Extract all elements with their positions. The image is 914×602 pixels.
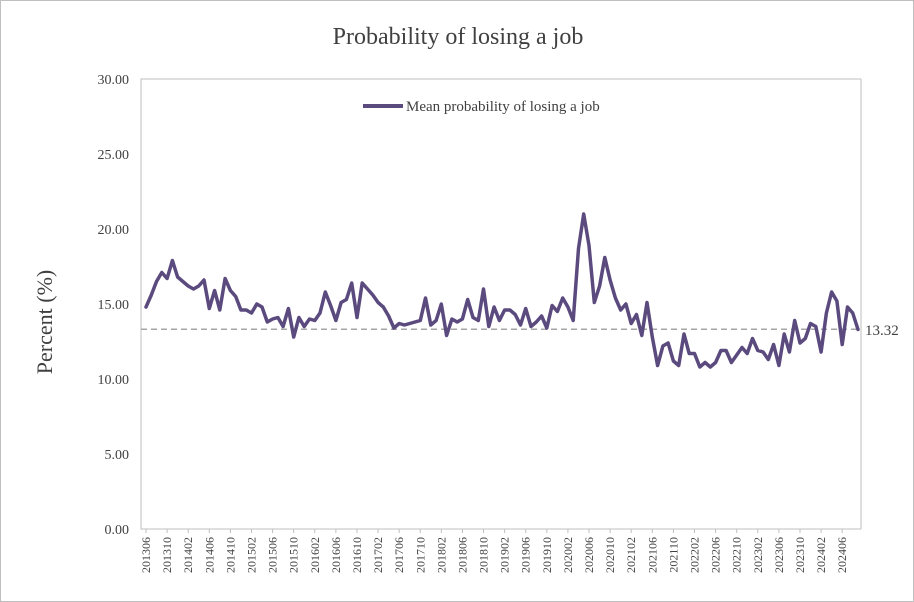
- legend: Mean probability of losing a job: [363, 99, 600, 115]
- x-tick-label: 201910: [540, 537, 554, 573]
- x-tick-label: 202202: [688, 537, 702, 573]
- x-tick-label: 202306: [772, 537, 786, 573]
- y-tick-label: 5.00: [105, 448, 130, 463]
- y-axis-ticks: 0.00 5.00 10.00 15.00 20.00 25.00 30.00: [98, 73, 130, 538]
- y-tick-label: 25.00: [98, 148, 130, 163]
- x-tick-label: 201502: [244, 537, 258, 573]
- x-tick-label: 202402: [814, 537, 828, 573]
- x-tick-label: 202106: [645, 537, 659, 573]
- x-tick-label: 201310: [160, 537, 174, 573]
- y-tick-label: 0.00: [105, 523, 130, 538]
- x-tick-label: 201402: [181, 537, 195, 573]
- y-tick-label: 10.00: [98, 373, 130, 388]
- series-line-mean-probability: [144, 212, 860, 369]
- x-tick-label: 202310: [793, 537, 807, 573]
- x-tick-label: 202210: [730, 537, 744, 573]
- x-tick-label: 201802: [434, 537, 448, 573]
- x-tick-label: 201410: [223, 537, 237, 573]
- x-tick-label: 201510: [287, 537, 301, 573]
- x-tick-label: 201806: [455, 537, 469, 573]
- reference-line-label: 13.32: [865, 323, 899, 339]
- x-tick-label: 202406: [835, 537, 849, 573]
- x-tick-label: 202002: [561, 537, 575, 573]
- x-tick-label: 202010: [603, 537, 617, 573]
- y-axis-label: Percent (%): [32, 270, 57, 374]
- x-tick-label: 201606: [329, 537, 343, 573]
- y-tick-label: 30.00: [98, 73, 130, 88]
- x-tick-label: 201710: [413, 537, 427, 573]
- x-tick-label: 201706: [392, 537, 406, 573]
- x-tick-label: 202206: [709, 537, 723, 573]
- x-axis-ticks: 201306 201310 201402 201406 201410 201502 2015…: [139, 529, 849, 573]
- x-tick-label: 201702: [371, 537, 385, 573]
- x-tick-label: 201602: [308, 537, 322, 573]
- x-tick-label: 201902: [498, 537, 512, 573]
- x-tick-label: 201906: [519, 537, 533, 573]
- x-tick-label: 201610: [350, 537, 364, 573]
- x-tick-label: 202110: [666, 537, 680, 573]
- y-tick-label: 20.00: [98, 223, 130, 238]
- x-tick-label: 202302: [751, 537, 765, 573]
- series-group: [144, 212, 860, 369]
- x-tick-label: 202006: [582, 537, 596, 573]
- reference-line-group: 13.32: [141, 323, 899, 339]
- chart-title: Probability of losing a job: [333, 24, 584, 50]
- x-tick-label: 201406: [202, 537, 216, 573]
- x-tick-label: 202102: [624, 537, 638, 573]
- x-tick-label: 201506: [266, 537, 280, 573]
- y-tick-label: 15.00: [98, 298, 130, 313]
- legend-label: Mean probability of losing a job: [406, 99, 600, 115]
- x-tick-label: 201306: [139, 537, 153, 573]
- x-tick-label: 201810: [477, 537, 491, 573]
- plot-area: [140, 78, 862, 530]
